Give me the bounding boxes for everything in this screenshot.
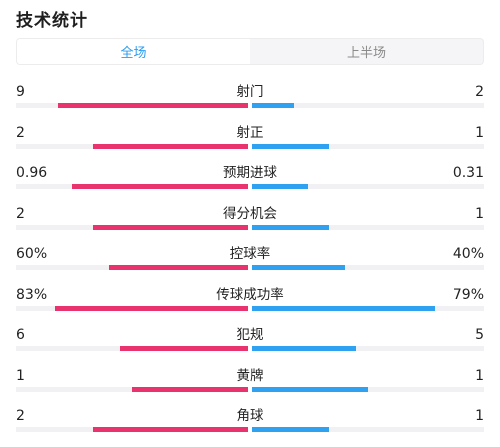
stat-row-shots: 9 射门 2 [0, 83, 500, 123]
stat-label: 预期进球 [223, 165, 277, 181]
home-bar [93, 224, 248, 230]
away-bar [252, 346, 356, 351]
home-value: 2 [16, 124, 25, 141]
away-bar [252, 427, 329, 432]
away-value: 5 [475, 327, 484, 343]
home-value: 9 [16, 84, 25, 100]
away-bar [252, 224, 329, 230]
away-bar-track [252, 103, 484, 108]
home-value: 1 [16, 367, 25, 384]
home-bar-track [16, 143, 248, 149]
stat-label: 控球率 [229, 246, 271, 262]
home-value: 2 [16, 408, 25, 424]
home-bar-track [16, 184, 248, 189]
home-bar [72, 184, 248, 189]
away-value: 1 [475, 408, 484, 424]
stat-label: 得分机会 [223, 205, 277, 222]
tab-first-half[interactable]: 上半场 [346, 46, 386, 61]
away-bar-track [252, 265, 484, 270]
stat-label: 角球 [236, 408, 264, 424]
home-bar-track [16, 103, 248, 108]
away-value: 1 [475, 124, 484, 141]
away-bar-track [252, 427, 484, 432]
home-value: 2 [16, 205, 25, 222]
home-bar [109, 265, 248, 270]
away-bar [252, 265, 345, 270]
away-value: 79% [452, 286, 484, 303]
stat-row-possession: 60% 控球率 40% [0, 245, 500, 285]
away-value: 2 [475, 84, 484, 100]
away-bar [252, 103, 294, 108]
home-bar [120, 346, 248, 351]
stat-row-pass-accuracy: 83% 传球成功率 79% [0, 286, 500, 326]
away-bar [252, 305, 435, 311]
home-bar-track [16, 265, 248, 270]
away-bar-track [252, 224, 484, 230]
home-bar-track [16, 427, 248, 432]
stat-label: 射正 [236, 124, 264, 141]
home-bar [93, 143, 248, 149]
stat-label: 传球成功率 [216, 286, 284, 303]
away-bar [252, 143, 329, 149]
stat-label: 射门 [236, 84, 264, 100]
home-bar-track [16, 386, 248, 392]
stat-row-scoring-chances: 2 得分机会 1 [0, 205, 500, 245]
home-bar [58, 103, 248, 108]
away-bar-track [252, 184, 484, 189]
home-value: 6 [16, 327, 25, 343]
away-bar-track [252, 346, 484, 351]
away-bar [252, 386, 368, 392]
home-bar-track [16, 305, 248, 311]
home-bar [132, 386, 248, 392]
away-bar [252, 184, 308, 189]
away-value: 0.31 [452, 165, 484, 181]
home-bar-track [16, 224, 248, 230]
away-bar-track [252, 386, 484, 392]
away-value: 40% [452, 246, 484, 262]
stat-label: 黄牌 [236, 367, 264, 384]
away-bar-track [252, 305, 484, 311]
page-title: 技术统计 [16, 11, 88, 31]
away-bar-track [252, 143, 484, 149]
stat-row-expected-goals: 0.96 预期进球 0.31 [0, 164, 500, 204]
home-value: 83% [16, 286, 48, 303]
home-bar-track [16, 346, 248, 351]
home-value: 0.96 [16, 165, 48, 181]
home-bar [55, 305, 248, 311]
home-bar [93, 427, 248, 432]
stat-row-shots-on-target: 2 射正 1 [0, 124, 500, 164]
stat-row-corners: 2 角球 1 [0, 407, 500, 447]
away-value: 1 [475, 367, 484, 384]
stat-row-yellow-cards: 1 黄牌 1 [0, 367, 500, 407]
stat-row-fouls: 6 犯规 5 [0, 326, 500, 366]
away-value: 1 [475, 205, 484, 222]
stat-label: 犯规 [236, 327, 264, 343]
period-tabs: 全场 上半场 [16, 38, 484, 65]
tab-full-match[interactable]: 全场 [17, 39, 250, 64]
home-value: 60% [16, 246, 48, 262]
